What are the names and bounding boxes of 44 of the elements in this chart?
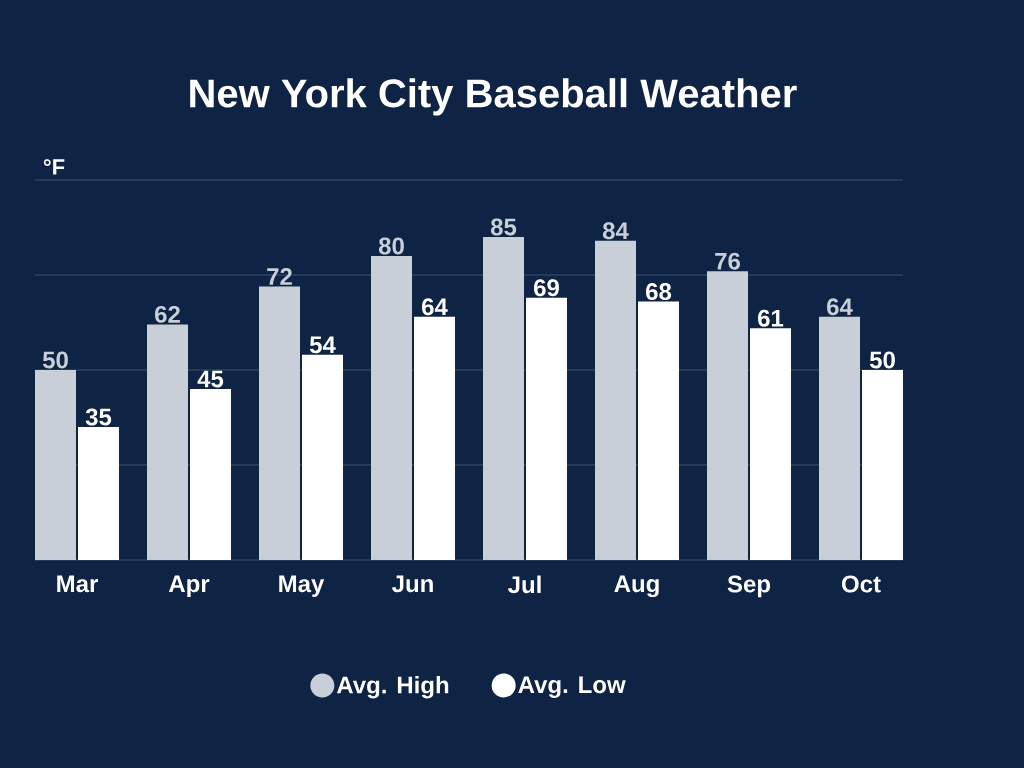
y-axis-title: °F [43,159,65,175]
data-label: 35 [85,408,112,426]
bar [147,324,188,560]
chart-title: New York City Baseball Weather [190,78,797,116]
bar [78,427,119,560]
data-label: 50 [42,351,68,369]
data-label: 45 [197,370,224,388]
bar [414,316,456,560]
bar [595,240,637,560]
x-tick-label: May [279,575,325,598]
bar [190,389,231,560]
bar [750,328,792,560]
data-label: 84 [602,222,629,240]
bar [526,297,568,560]
bar [483,237,525,560]
bar [707,271,749,560]
x-tick-label: Mar [57,575,98,593]
data-label: 69 [534,279,559,297]
data-label: 72 [267,268,292,285]
data-label: 64 [827,298,853,316]
data-label: 50 [869,351,895,369]
x-tick-label: Jun [392,575,433,593]
bar [259,286,301,560]
bar [819,316,861,560]
bar [638,301,680,560]
x-tick-label: Aug [614,575,659,598]
data-label: 61 [758,309,784,327]
legend-label: Avg. High [336,675,449,699]
data-label: 62 [155,305,180,323]
data-label: 76 [715,252,740,270]
bar [371,256,413,560]
bar [35,370,76,560]
data-label: 68 [646,283,672,301]
legend-label: Avg. Low [518,676,626,698]
x-tick-label: Oct [841,575,881,593]
data-label: 64 [422,298,448,316]
data-label: 54 [309,336,336,354]
bar [302,354,344,560]
data-label: 85 [490,218,517,236]
x-tick-label: Jul [508,575,541,594]
data-label: 80 [378,237,404,255]
bar [862,370,904,560]
x-tick-label: Apr [168,575,210,598]
x-tick-label: Sep [727,575,771,598]
